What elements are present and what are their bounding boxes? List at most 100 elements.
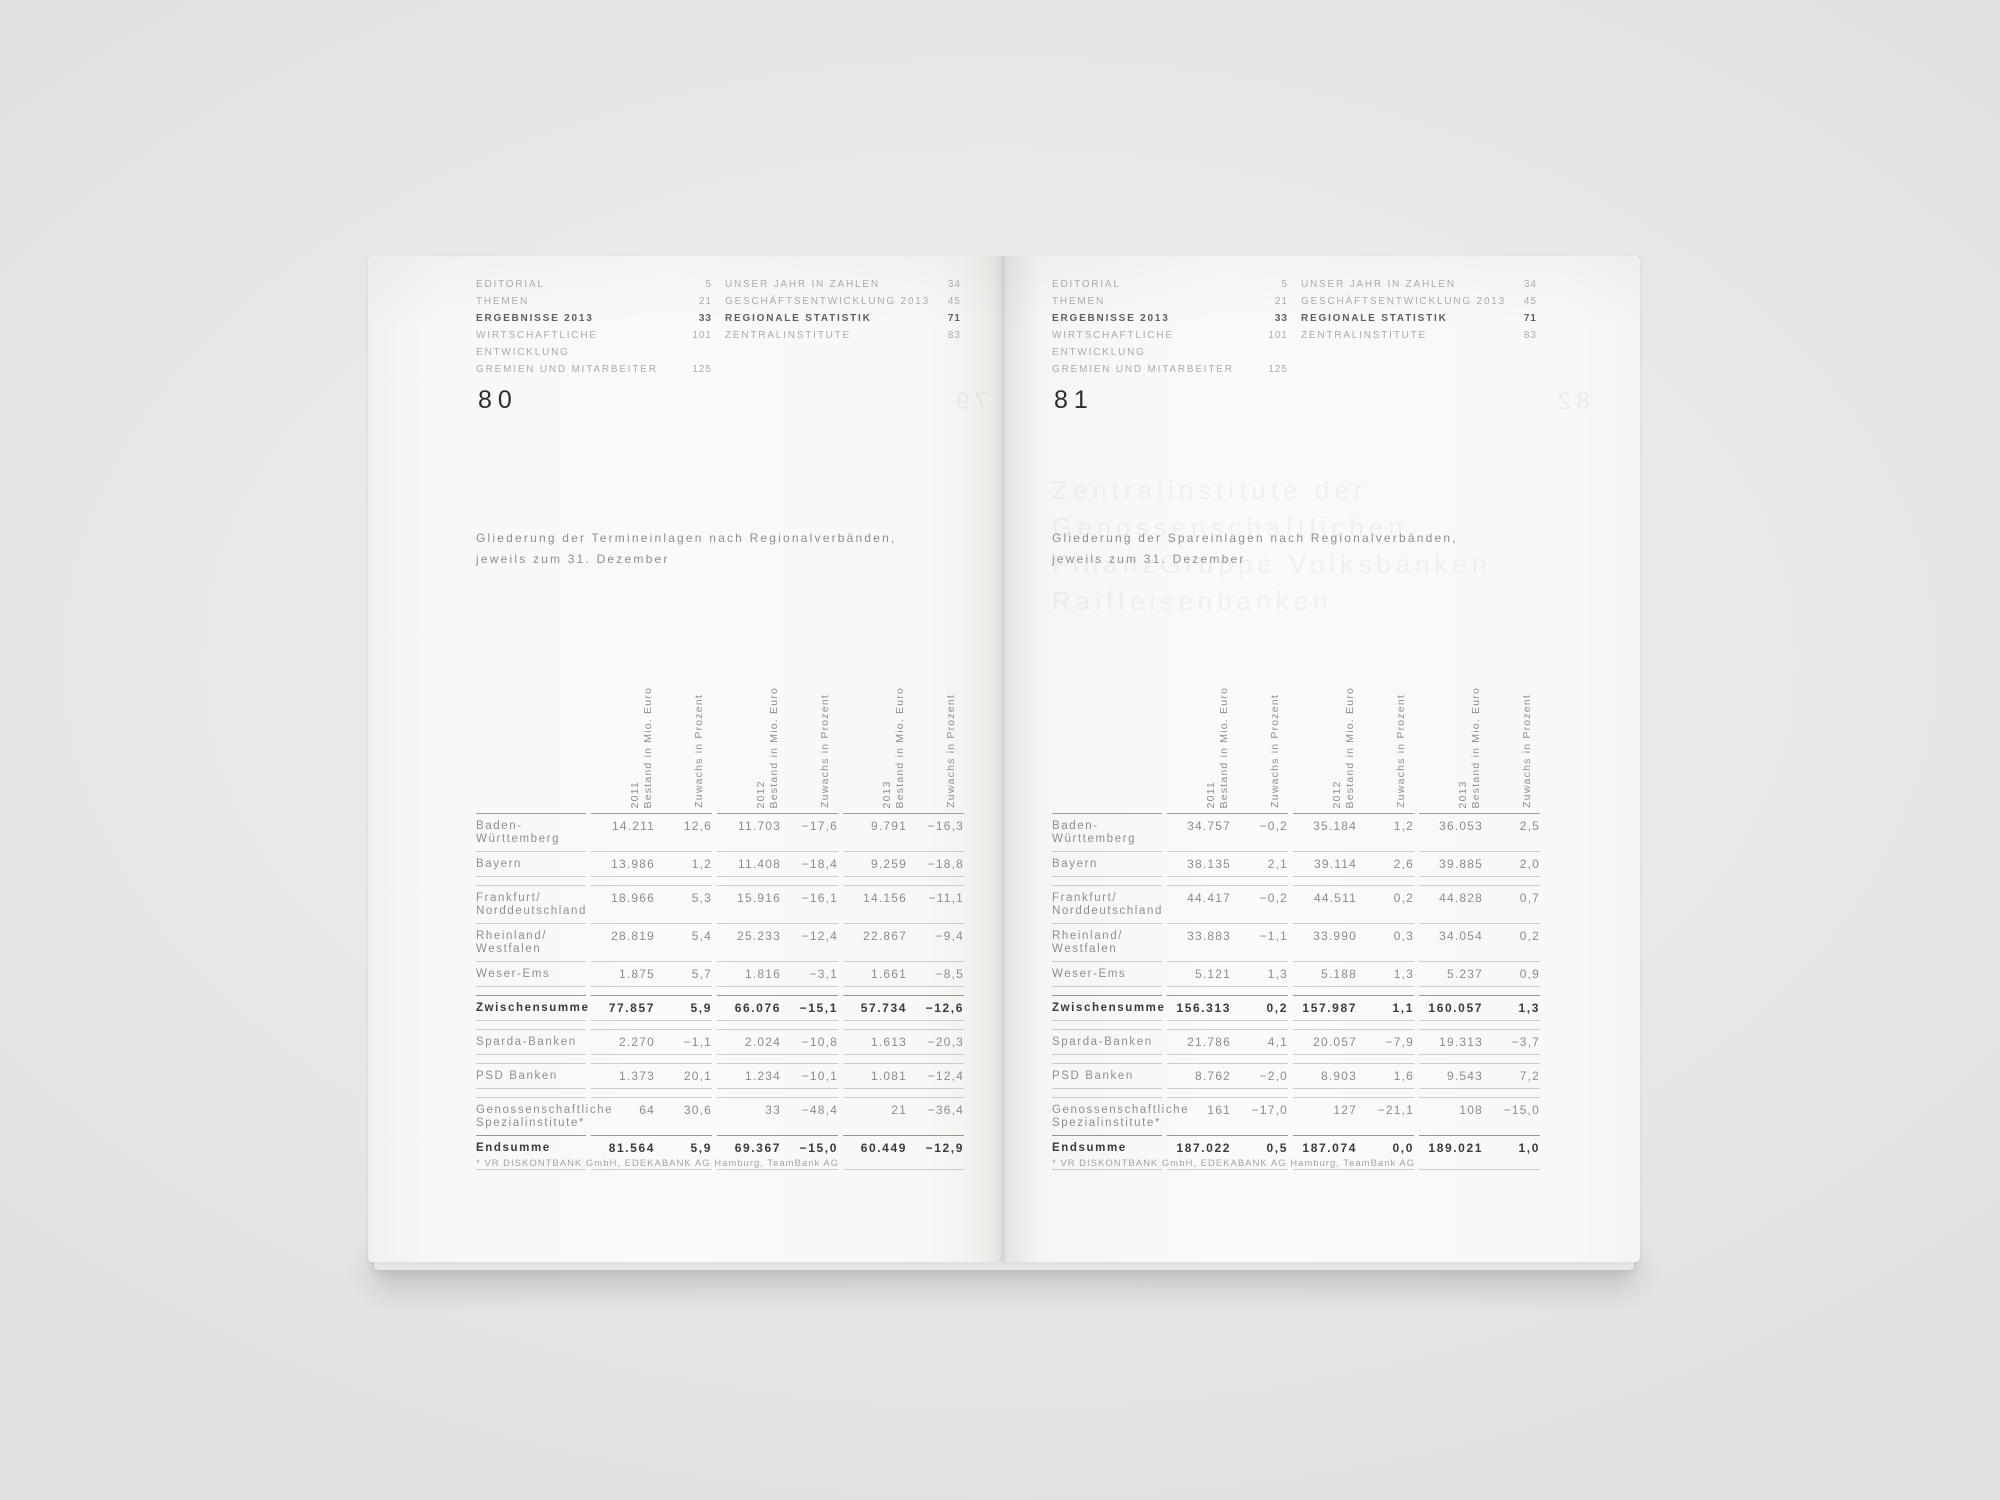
value-zuwachs: 1,3: [1518, 1001, 1540, 1015]
table-row: Endsumme 187.022 0,5 187.074 0,0 189.021 1,0: [1052, 1135, 1540, 1170]
value-bestand: 160.057: [1428, 1001, 1483, 1015]
year-cell-group: 34.054 0,2: [1419, 923, 1540, 961]
column-header-rotated: 2013 Bestand in Mio. Euro: [881, 687, 907, 808]
value-zuwachs: 0,2: [1519, 929, 1540, 943]
year-cell-group: 60.449 −12,9: [843, 1135, 964, 1170]
row-label: Genossenschaftliche Spezialinstitute*: [1052, 1097, 1188, 1135]
value-zuwachs: 7,2: [1519, 1069, 1540, 1083]
page-81: EDITORIAL 5 THEMEN 21 ERGEBNISSE 2013 33 WIRTS…: [1002, 256, 1640, 1262]
row-label: Rheinland/Westfalen: [1052, 923, 1162, 961]
value-bestand: 11.408: [737, 857, 781, 871]
row-label-line: Endsumme: [476, 1142, 551, 1154]
value-zuwachs: −17,0: [1251, 1103, 1288, 1117]
table-title: Gliederung der Termineinlagen nach Regio…: [476, 528, 964, 570]
table-row: Frankfurt/Norddeutschland 18.966 5,3 15.916…: [476, 885, 964, 923]
row-label: Baden- Württemberg: [476, 814, 586, 851]
row-label: Zwischensumme: [476, 995, 588, 1021]
column-header-rotated: Zuwachs in Prozent: [1269, 694, 1282, 808]
year-cell-group: 39.114 2,6: [1293, 851, 1414, 877]
table-row-group: Genossenschaftliche Spezialinstitute* 64 30…: [476, 1097, 964, 1170]
value-bestand: 44.828: [1439, 891, 1483, 905]
year-cell-group: 187.022 0,5: [1167, 1135, 1288, 1170]
value-zuwachs: 0,0: [1392, 1141, 1414, 1155]
year-cell-group: 11.703 −17,6: [717, 814, 838, 851]
toc-item: WIRTSCHAFTLICHE ENTWICKLUNG 101: [1052, 327, 1288, 361]
value-zuwachs: −8,5: [935, 967, 964, 981]
toc-item-page: 45: [947, 296, 961, 307]
toc-item: GESCHÄFTSENTWICKLUNG 2013 45: [1301, 293, 1537, 310]
column-header-rotated: 2013 Bestand in Mio. Euro: [1457, 687, 1483, 808]
value-zuwachs: 20,1: [683, 1069, 712, 1083]
value-zuwachs: −36,4: [927, 1103, 964, 1117]
column-header-label: Zuwachs in Prozent: [819, 694, 831, 808]
row-label-line: PSD Banken: [476, 1070, 558, 1082]
row-label-line: Weser-Ems: [1052, 968, 1127, 980]
value-zuwachs: 1,0: [1518, 1141, 1540, 1155]
value-bestand: 81.564: [608, 1141, 655, 1155]
value-zuwachs: 1,6: [1393, 1069, 1414, 1083]
column-header-rotated: 2012 Bestand in Mio. Euro: [755, 687, 781, 808]
column-header-rotated: Zuwachs in Prozent: [1521, 694, 1534, 808]
showthrough-page-number: 82: [1553, 388, 1590, 415]
toc-item-label: THEMEN: [476, 296, 530, 307]
toc-item-page: 33: [1274, 313, 1288, 324]
value-bestand: 5.121: [1194, 967, 1231, 981]
table-row: Sparda-Banken 2.270 −1,1 2.024 −10,8 1.613 −20…: [476, 1029, 964, 1055]
toc-item-label: ERGEBNISSE 2013: [476, 313, 594, 324]
toc-item-label: REGIONALE STATISTIK: [725, 313, 872, 324]
row-label: Frankfurt/Norddeutschland: [1052, 885, 1162, 923]
value-bestand: 1.661: [870, 967, 907, 981]
table-row-group: Frankfurt/Norddeutschland 44.417 −0,2 44.51…: [1052, 885, 1540, 987]
column-header-year: 2011: [1205, 780, 1217, 808]
year-cell-group: 34.757 −0,2: [1167, 814, 1288, 851]
statistics-table: 2011 Bestand in Mio. Euro Zuwachs in Proze…: [1052, 654, 1540, 1170]
column-header-label: Zuwachs in Prozent: [1521, 694, 1533, 808]
table-header-row: 2011 Bestand in Mio. Euro Zuwachs in Proze…: [1052, 654, 1540, 814]
toc-item-label: THEMEN: [1052, 296, 1106, 307]
year-cell-group: 8.903 1,6: [1293, 1063, 1414, 1089]
value-bestand: 127: [1333, 1103, 1357, 1117]
year-cell-group: 35.184 1,2: [1293, 814, 1414, 851]
year-cell-group: 44.511 0,2: [1293, 885, 1414, 923]
toc-item-label: EDITORIAL: [1052, 279, 1121, 290]
column-header-rotated: 2012 Bestand in Mio. Euro: [1331, 687, 1357, 808]
row-label-line: Weser-Ems: [476, 968, 551, 980]
value-bestand: 1.613: [870, 1035, 907, 1049]
year-cell-group: 9.791 −16,3: [843, 814, 964, 851]
toc-item: THEMEN 21: [476, 293, 712, 310]
year-cell-group: 156.313 0,2: [1167, 995, 1288, 1021]
page-content: EDITORIAL 5 THEMEN 21 ERGEBNISSE 2013 33 WIRTS…: [476, 256, 964, 1262]
toc-item: THEMEN 21: [1052, 293, 1288, 310]
row-label: Zwischensumme: [1052, 995, 1164, 1021]
value-bestand: 15.916: [737, 891, 781, 905]
column-header-zuwachs: Zuwachs in Prozent: [655, 660, 712, 808]
toc-item: UNSER JAHR IN ZAHLEN 34: [1301, 276, 1537, 293]
value-zuwachs: −15,1: [799, 1001, 838, 1015]
row-label-line: Bayern: [1052, 858, 1099, 870]
toc-item: EDITORIAL 5: [1052, 276, 1288, 293]
value-bestand: 69.367: [734, 1141, 781, 1155]
value-bestand: 21: [891, 1103, 907, 1117]
table-row: Frankfurt/Norddeutschland 44.417 −0,2 44.51…: [1052, 885, 1540, 923]
value-zuwachs: 2,0: [1519, 857, 1540, 871]
value-zuwachs: −16,3: [927, 819, 964, 833]
year-cell-group: 39.885 2,0: [1419, 851, 1540, 877]
row-label: Weser-Ems: [476, 961, 586, 987]
value-bestand: 11.703: [737, 819, 781, 833]
toc-item-label: ZENTRALINSTITUTE: [1301, 330, 1428, 341]
toc-item-page: 125: [1268, 364, 1288, 375]
toc-item: GREMIEN UND MITARBEITER 125: [476, 361, 712, 378]
value-zuwachs: −3,1: [809, 967, 838, 981]
table-row: Genossenschaftliche Spezialinstitute* 161 −…: [1052, 1097, 1540, 1135]
value-bestand: 38.135: [1187, 857, 1231, 871]
value-zuwachs: −11,1: [928, 891, 964, 905]
toc-item-label: GREMIEN UND MITARBEITER: [476, 364, 658, 375]
column-header-zuwachs: Zuwachs in Prozent: [1357, 660, 1414, 808]
value-zuwachs: −16,1: [801, 891, 838, 905]
year-cell-group: 1.875 5,7: [591, 961, 712, 987]
table-header-spacer: [476, 654, 586, 814]
book-spread: EDITORIAL 5 THEMEN 21 ERGEBNISSE 2013 33 WIRTS…: [368, 256, 1640, 1262]
year-cell-group: 33.990 0,3: [1293, 923, 1414, 961]
row-label-line: Norddeutschland: [1052, 905, 1163, 917]
page-80: EDITORIAL 5 THEMEN 21 ERGEBNISSE 2013 33 WIRTS…: [368, 256, 1002, 1262]
